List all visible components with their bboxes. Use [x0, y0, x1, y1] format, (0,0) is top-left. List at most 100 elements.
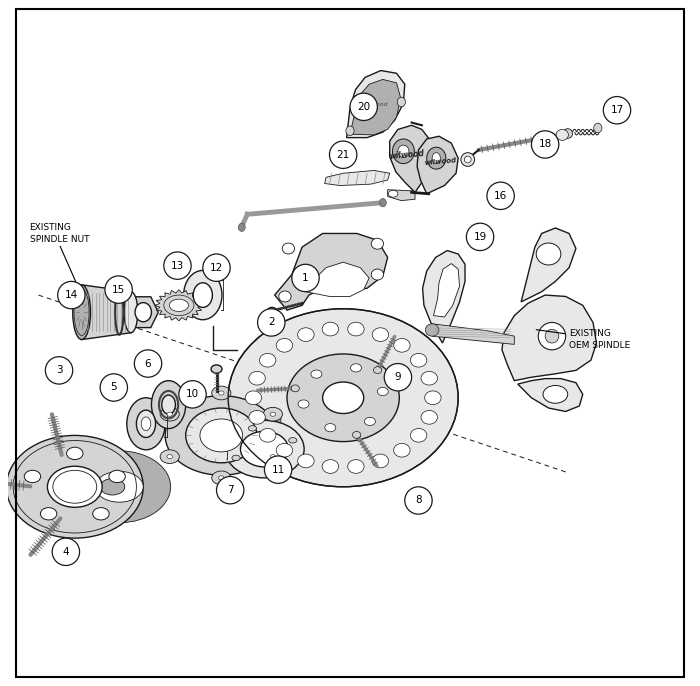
Ellipse shape — [167, 412, 172, 416]
Ellipse shape — [92, 508, 109, 520]
Polygon shape — [432, 324, 514, 344]
Text: 6: 6 — [145, 359, 151, 368]
Polygon shape — [274, 233, 388, 310]
Ellipse shape — [228, 309, 458, 487]
Ellipse shape — [239, 223, 245, 231]
Circle shape — [178, 381, 206, 408]
Circle shape — [203, 254, 230, 281]
Circle shape — [384, 364, 412, 391]
Ellipse shape — [594, 123, 602, 133]
Ellipse shape — [298, 400, 309, 408]
Ellipse shape — [218, 391, 224, 395]
Ellipse shape — [377, 388, 388, 396]
Ellipse shape — [397, 97, 405, 107]
Circle shape — [487, 182, 514, 209]
Ellipse shape — [425, 391, 441, 405]
Ellipse shape — [389, 190, 398, 197]
Circle shape — [466, 223, 494, 250]
Circle shape — [531, 131, 559, 158]
Polygon shape — [82, 285, 131, 340]
Circle shape — [216, 477, 244, 504]
Ellipse shape — [322, 322, 339, 336]
Ellipse shape — [263, 407, 283, 421]
Polygon shape — [390, 126, 432, 192]
Circle shape — [105, 276, 132, 303]
Ellipse shape — [270, 455, 276, 459]
Ellipse shape — [276, 338, 293, 352]
Circle shape — [57, 281, 85, 309]
Ellipse shape — [211, 365, 222, 373]
Text: 3: 3 — [56, 366, 62, 375]
Text: 1: 1 — [302, 273, 309, 283]
Ellipse shape — [245, 391, 262, 405]
Ellipse shape — [426, 324, 439, 336]
Ellipse shape — [272, 467, 281, 473]
Ellipse shape — [365, 417, 375, 425]
Ellipse shape — [141, 417, 150, 431]
Ellipse shape — [127, 398, 165, 450]
Ellipse shape — [270, 412, 276, 416]
Text: 2: 2 — [268, 318, 274, 327]
Text: 14: 14 — [64, 290, 78, 300]
Ellipse shape — [249, 371, 265, 385]
Ellipse shape — [248, 425, 256, 431]
Ellipse shape — [393, 139, 414, 164]
Ellipse shape — [167, 455, 172, 459]
Ellipse shape — [225, 421, 304, 478]
Ellipse shape — [73, 285, 90, 340]
Text: 5: 5 — [111, 383, 117, 392]
Ellipse shape — [427, 147, 446, 169]
Ellipse shape — [249, 410, 265, 424]
Ellipse shape — [160, 450, 179, 464]
Text: EXISTING
SPINDLE NUT: EXISTING SPINDLE NUT — [29, 223, 89, 244]
Polygon shape — [350, 80, 400, 135]
Text: EXISTING
OEM SPINDLE: EXISTING OEM SPINDLE — [569, 329, 630, 350]
Text: 15: 15 — [112, 285, 125, 294]
Ellipse shape — [48, 466, 102, 508]
Circle shape — [258, 309, 285, 336]
Ellipse shape — [193, 283, 212, 307]
Text: 9: 9 — [395, 372, 401, 382]
Ellipse shape — [398, 145, 409, 158]
Ellipse shape — [135, 303, 151, 322]
Ellipse shape — [260, 353, 276, 367]
Circle shape — [292, 264, 319, 292]
Ellipse shape — [211, 386, 231, 400]
Ellipse shape — [136, 410, 155, 438]
Ellipse shape — [279, 291, 291, 302]
Ellipse shape — [169, 299, 188, 311]
Circle shape — [52, 538, 80, 565]
Ellipse shape — [323, 382, 364, 414]
Ellipse shape — [291, 385, 300, 392]
Text: wilwood: wilwood — [389, 149, 425, 161]
Text: 11: 11 — [272, 464, 285, 475]
Ellipse shape — [536, 243, 561, 265]
Ellipse shape — [421, 371, 438, 385]
Text: 20: 20 — [357, 102, 370, 112]
Text: wilwood: wilwood — [424, 157, 456, 166]
Ellipse shape — [563, 129, 573, 139]
Ellipse shape — [186, 408, 257, 463]
Ellipse shape — [109, 471, 125, 483]
Ellipse shape — [241, 431, 288, 467]
Ellipse shape — [461, 153, 475, 167]
Ellipse shape — [464, 156, 471, 163]
Ellipse shape — [545, 329, 559, 343]
Text: 16: 16 — [494, 191, 508, 201]
Circle shape — [350, 93, 377, 121]
Polygon shape — [388, 189, 415, 200]
Ellipse shape — [543, 386, 568, 403]
Ellipse shape — [372, 454, 389, 468]
Text: 21: 21 — [337, 150, 350, 160]
Ellipse shape — [351, 364, 361, 372]
Ellipse shape — [393, 443, 410, 457]
Polygon shape — [155, 289, 203, 321]
Circle shape — [100, 374, 127, 401]
Polygon shape — [423, 250, 465, 343]
Ellipse shape — [298, 454, 314, 468]
Ellipse shape — [282, 243, 295, 254]
Ellipse shape — [25, 471, 41, 483]
Circle shape — [46, 357, 73, 384]
Text: 4: 4 — [62, 547, 69, 557]
Ellipse shape — [311, 370, 322, 378]
